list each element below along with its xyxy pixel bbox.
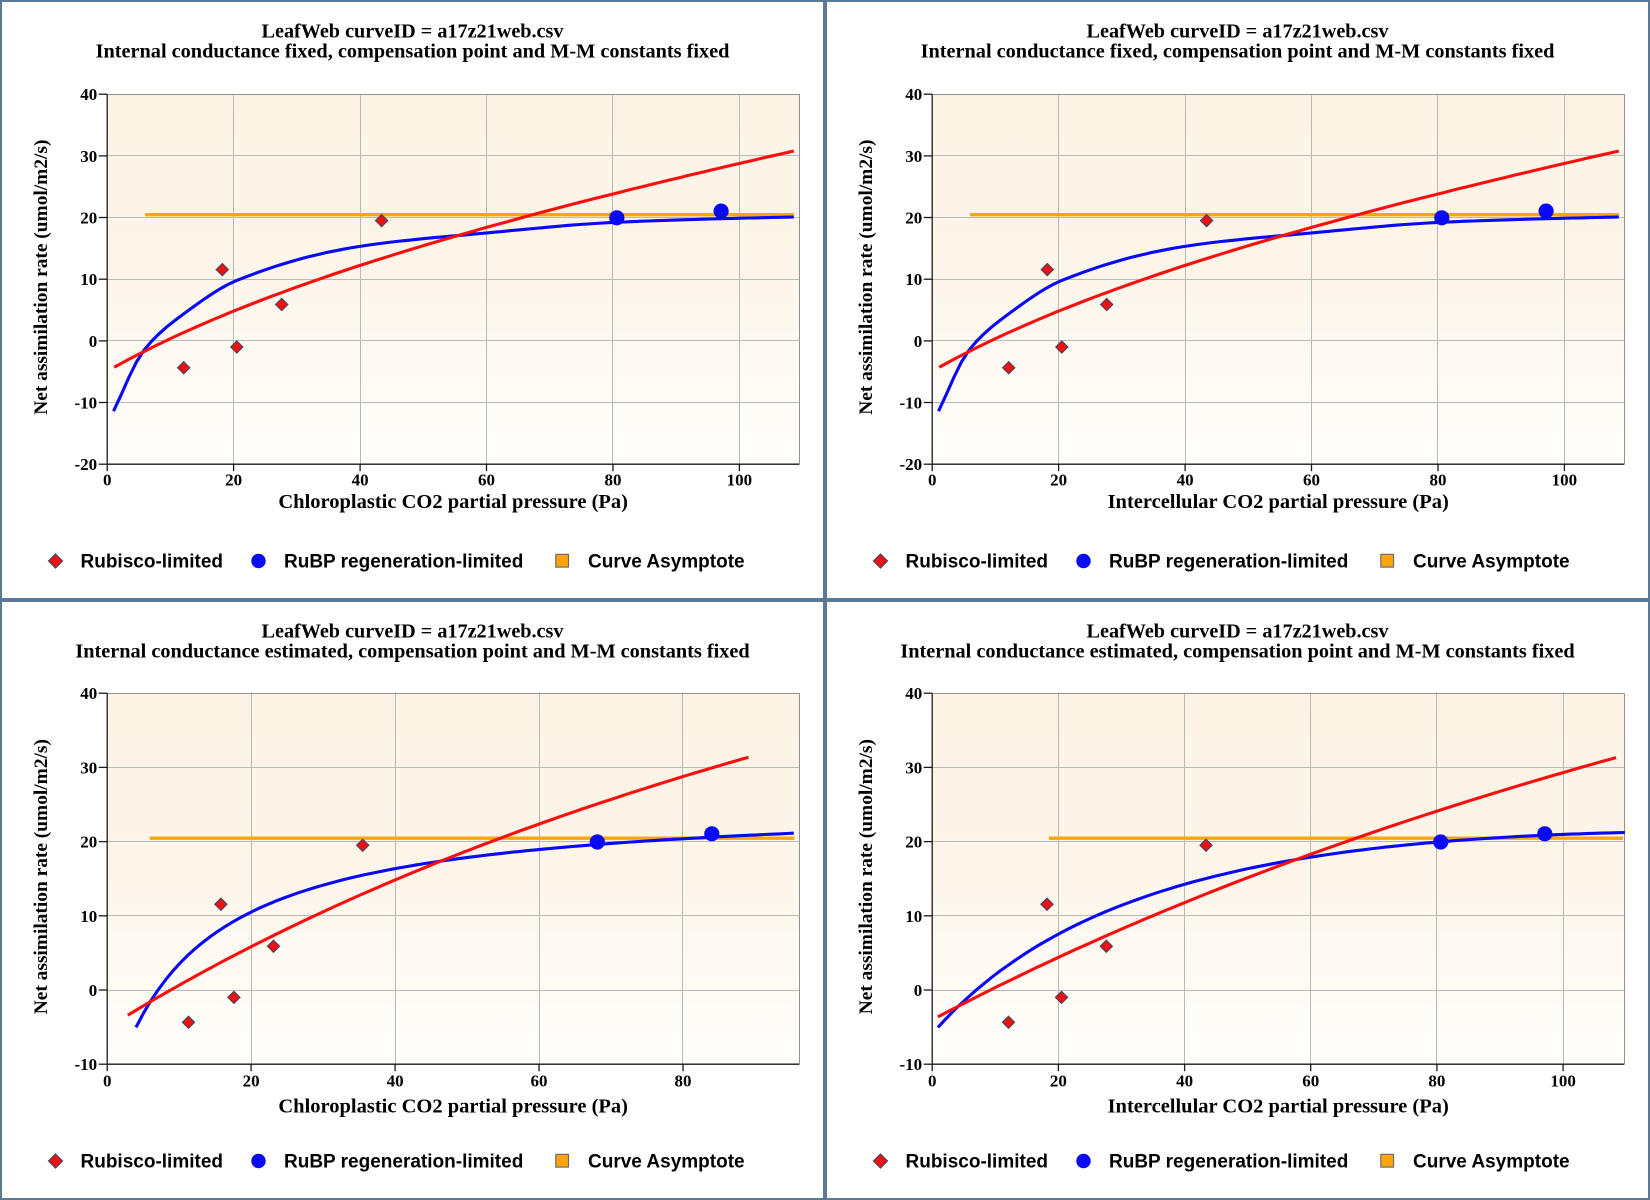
- svg-text:30: 30: [905, 147, 922, 166]
- svg-text:10: 10: [905, 907, 922, 926]
- svg-text:Chloroplastic CO2 partial pres: Chloroplastic CO2 partial pressure (Pa): [278, 491, 628, 513]
- svg-text:-10: -10: [900, 394, 923, 413]
- svg-text:LeafWeb curveID = a17z21web.cs: LeafWeb curveID = a17z21web.csv: [1087, 621, 1390, 643]
- svg-text:20: 20: [1050, 471, 1067, 490]
- svg-text:Internal conductance fixed, co: Internal conductance fixed, compensation…: [921, 41, 1556, 63]
- svg-text:Curve Asymptote: Curve Asymptote: [1413, 1152, 1570, 1173]
- svg-text:20: 20: [1050, 1072, 1067, 1091]
- svg-text:20: 20: [243, 1072, 260, 1091]
- svg-text:Rubisco-limited: Rubisco-limited: [906, 552, 1049, 573]
- svg-text:LeafWeb curveID = a17z21web.cs: LeafWeb curveID = a17z21web.csv: [1087, 21, 1390, 43]
- svg-text:Internal conductance estimated: Internal conductance estimated, compensa…: [900, 641, 1575, 663]
- svg-text:-20: -20: [900, 455, 923, 474]
- svg-text:Net assimilation rate (umol/m2: Net assimilation rate (umol/m2/s): [31, 739, 52, 1014]
- svg-text:Rubisco-limited: Rubisco-limited: [906, 1152, 1049, 1173]
- svg-text:RuBP regeneration-limited: RuBP regeneration-limited: [1109, 1152, 1348, 1173]
- svg-text:-10: -10: [75, 1055, 98, 1074]
- svg-text:Curve Asymptote: Curve Asymptote: [1413, 552, 1570, 573]
- svg-text:40: 40: [1177, 471, 1194, 490]
- svg-text:-10: -10: [900, 1055, 923, 1074]
- svg-text:80: 80: [675, 1072, 692, 1091]
- svg-text:RuBP regeneration-limited: RuBP regeneration-limited: [284, 1152, 523, 1173]
- svg-text:100: 100: [727, 471, 753, 490]
- svg-text:80: 80: [605, 471, 622, 490]
- svg-text:Net assimilation rate (umol/m2: Net assimilation rate (umol/m2/s): [856, 739, 877, 1014]
- svg-text:Net assimilation rate (umol/m2: Net assimilation rate (umol/m2/s): [31, 140, 52, 415]
- svg-text:10: 10: [905, 270, 922, 289]
- svg-text:60: 60: [478, 471, 495, 490]
- svg-text:0: 0: [914, 981, 923, 1000]
- svg-text:-10: -10: [75, 394, 98, 413]
- svg-text:20: 20: [80, 209, 97, 228]
- svg-text:40: 40: [352, 471, 369, 490]
- svg-text:Curve Asymptote: Curve Asymptote: [588, 552, 745, 573]
- svg-text:Curve Asymptote: Curve Asymptote: [588, 1152, 745, 1173]
- svg-text:60: 60: [1302, 1072, 1319, 1091]
- svg-text:80: 80: [1428, 1072, 1445, 1091]
- svg-text:Intercellular CO2 partial pres: Intercellular CO2 partial pressure (Pa): [1108, 491, 1449, 513]
- svg-text:RuBP regeneration-limited: RuBP regeneration-limited: [284, 552, 523, 573]
- svg-text:Rubisco-limited: Rubisco-limited: [81, 1152, 224, 1173]
- svg-text:LeafWeb curveID = a17z21web.cs: LeafWeb curveID = a17z21web.csv: [262, 621, 565, 643]
- svg-text:Intercellular CO2 partial pres: Intercellular CO2 partial pressure (Pa): [1108, 1095, 1449, 1117]
- svg-text:0: 0: [103, 1072, 112, 1091]
- svg-text:-20: -20: [75, 455, 98, 474]
- svg-text:20: 20: [905, 833, 922, 852]
- svg-text:Net assimilation rate (umol/m2: Net assimilation rate (umol/m2/s): [856, 140, 877, 415]
- svg-text:100: 100: [1550, 1072, 1576, 1091]
- svg-text:0: 0: [103, 471, 112, 490]
- svg-text:RuBP regeneration-limited: RuBP regeneration-limited: [1109, 552, 1348, 573]
- svg-text:40: 40: [80, 85, 97, 104]
- svg-text:30: 30: [80, 758, 97, 777]
- svg-text:0: 0: [89, 332, 98, 351]
- svg-text:40: 40: [80, 684, 97, 703]
- svg-text:40: 40: [905, 684, 922, 703]
- svg-text:0: 0: [914, 332, 923, 351]
- svg-text:10: 10: [80, 907, 97, 926]
- svg-text:40: 40: [905, 85, 922, 104]
- svg-text:0: 0: [928, 1072, 937, 1091]
- svg-text:10: 10: [80, 270, 97, 289]
- svg-text:30: 30: [80, 147, 97, 166]
- svg-text:100: 100: [1552, 471, 1578, 490]
- svg-text:20: 20: [225, 471, 242, 490]
- svg-text:30: 30: [905, 758, 922, 777]
- svg-text:40: 40: [1176, 1072, 1193, 1091]
- svg-text:60: 60: [531, 1072, 548, 1091]
- svg-text:60: 60: [1303, 471, 1320, 490]
- svg-text:20: 20: [80, 833, 97, 852]
- svg-text:Internal conductance fixed, co: Internal conductance fixed, compensation…: [96, 41, 731, 63]
- svg-text:0: 0: [89, 981, 98, 1000]
- svg-text:Internal conductance estimated: Internal conductance estimated, compensa…: [75, 641, 750, 663]
- svg-text:40: 40: [387, 1072, 404, 1091]
- svg-text:Chloroplastic CO2 partial pres: Chloroplastic CO2 partial pressure (Pa): [278, 1095, 628, 1117]
- svg-text:0: 0: [928, 471, 937, 490]
- svg-text:80: 80: [1430, 471, 1447, 490]
- svg-text:LeafWeb curveID = a17z21web.cs: LeafWeb curveID = a17z21web.csv: [262, 21, 565, 43]
- svg-text:Rubisco-limited: Rubisco-limited: [81, 552, 224, 573]
- svg-text:20: 20: [905, 209, 922, 228]
